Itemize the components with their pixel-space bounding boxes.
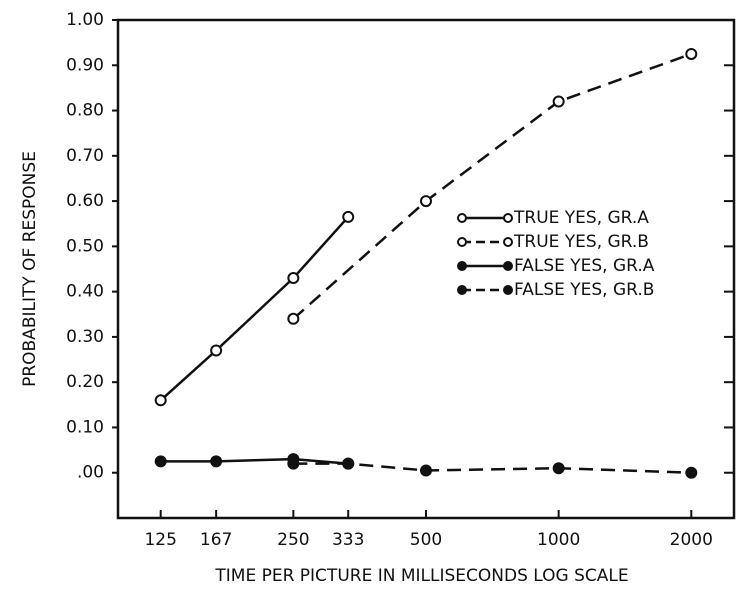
y-tick-label: 0.50 [66, 236, 104, 256]
x-tick-label: 500 [410, 530, 442, 550]
marker [210, 344, 223, 357]
marker [503, 213, 513, 223]
marker [287, 457, 300, 470]
marker [503, 285, 513, 295]
marker [210, 455, 223, 468]
marker [552, 462, 565, 475]
x-tick-label: 2000 [670, 530, 713, 550]
marker [287, 272, 300, 285]
legend-label: FALSE YES, GR.A [514, 256, 655, 276]
y-tick-label: 0.70 [66, 146, 104, 166]
x-tick-label: 1000 [537, 530, 580, 550]
marker [503, 237, 513, 247]
x-tick-label: 333 [332, 530, 364, 550]
y-tick-label: 0.10 [66, 417, 104, 437]
x-tick-label: 250 [277, 530, 309, 550]
marker [457, 237, 467, 247]
marker [457, 261, 467, 271]
legend-label: FALSE YES, GR.B [514, 280, 654, 300]
marker [503, 261, 513, 271]
marker [342, 210, 355, 223]
y-tick-label: 0.80 [66, 101, 104, 121]
marker [685, 466, 698, 479]
marker [420, 195, 432, 208]
x-tick-label: 167 [200, 530, 232, 550]
x-axis-label: TIME PER PICTURE IN MILLISECONDS LOG SCA… [214, 566, 628, 586]
y-tick-label: .00 [77, 463, 104, 483]
marker [420, 464, 432, 477]
y-tick-label: 0.30 [66, 327, 104, 347]
y-tick-label: 1.00 [66, 10, 104, 30]
legend-label: TRUE YES, GR.A [513, 208, 649, 228]
x-tick-label: 125 [144, 530, 176, 550]
marker [457, 285, 467, 295]
marker [342, 457, 355, 470]
legend-label: TRUE YES, GR.B [513, 232, 649, 252]
marker [154, 455, 167, 468]
series-line [159, 216, 350, 402]
y-tick-label: 0.40 [66, 282, 104, 302]
marker [552, 95, 565, 108]
marker [457, 213, 467, 223]
series-line [292, 52, 692, 320]
y-tick-label: 0.90 [66, 55, 104, 75]
series-line [160, 457, 349, 465]
marker [685, 47, 698, 60]
y-tick-label: 0.20 [66, 372, 104, 392]
marker [287, 312, 300, 325]
y-tick-label: 0.60 [66, 191, 104, 211]
y-axis-label: PROBABILITY OF RESPONSE [20, 151, 40, 387]
marker [154, 394, 167, 407]
